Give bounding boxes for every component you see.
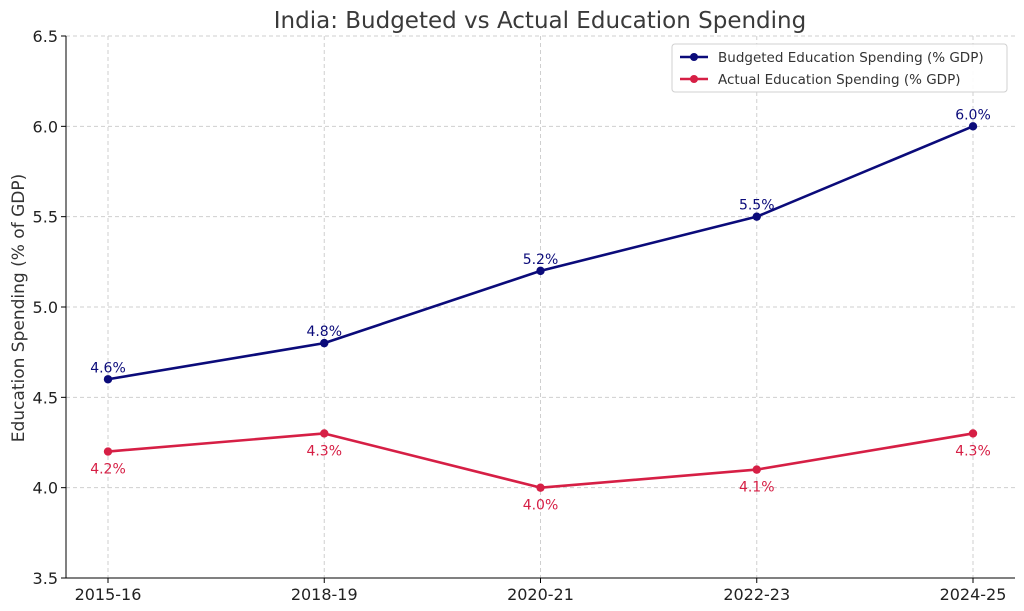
data-point xyxy=(536,483,545,492)
x-tick-label: 2015-16 xyxy=(75,585,142,604)
data-label: 4.6% xyxy=(90,360,126,376)
y-tick-label: 5.0 xyxy=(33,298,58,317)
axes: 3.5 4.0 4.5 5.0 5.5 6.0 6.5 2015-16 2018-19 2020-… xyxy=(33,27,1015,604)
data-label: 4.0% xyxy=(523,498,559,514)
data-label: 4.3% xyxy=(306,443,342,459)
data-label: 4.2% xyxy=(90,462,126,478)
x-tick-label: 2022-23 xyxy=(723,585,790,604)
data-point xyxy=(752,465,761,474)
data-label: 4.8% xyxy=(306,324,342,340)
legend-label: Budgeted Education Spending (% GDP) xyxy=(718,50,984,66)
y-tick-label: 6.0 xyxy=(33,117,58,136)
legend-label: Actual Education Spending (% GDP) xyxy=(718,72,960,88)
x-tick-label: 2020-21 xyxy=(507,585,574,604)
series-budgeted: 4.6% 4.8% 5.2% 5.5% 6.0% xyxy=(90,107,991,384)
data-point xyxy=(320,338,329,348)
y-tick-label: 4.0 xyxy=(33,479,58,498)
legend-item: Budgeted Education Spending (% GDP) xyxy=(680,50,984,66)
data-label: 4.1% xyxy=(739,480,775,496)
y-axis-label: Education Spending (% of GDP) xyxy=(9,174,29,442)
chart-title: India: Budgeted vs Actual Education Spen… xyxy=(274,8,806,34)
legend-swatch-marker xyxy=(690,53,698,61)
data-point xyxy=(536,266,545,276)
y-tick-label: 5.5 xyxy=(33,208,58,227)
x-tick-label: 2024-25 xyxy=(940,585,1007,604)
data-label: 4.3% xyxy=(955,443,991,459)
series-group: 4.6% 4.8% 5.2% 5.5% 6.0% 4.2% 4.3% 4.0% 4.1% 4.3% xyxy=(90,107,991,513)
data-label: 5.5% xyxy=(739,198,775,214)
legend: Budgeted Education Spending (% GDP) Actua… xyxy=(671,43,1008,93)
legend-box xyxy=(671,43,1008,93)
data-label: 6.0% xyxy=(955,107,991,123)
data-point xyxy=(103,447,113,456)
series-actual: 4.2% 4.3% 4.0% 4.1% 4.3% xyxy=(90,429,991,514)
y-tick-label: 6.5 xyxy=(33,27,58,46)
data-point xyxy=(968,122,978,131)
data-point xyxy=(320,429,329,438)
y-tick-label: 4.5 xyxy=(33,388,58,407)
data-label: 5.2% xyxy=(523,252,559,268)
y-tick-label: 3.5 xyxy=(33,569,58,588)
data-point xyxy=(103,375,113,384)
legend-swatch-marker xyxy=(690,75,698,83)
data-point xyxy=(968,429,978,438)
x-tick-label: 2018-19 xyxy=(291,585,358,604)
data-point xyxy=(752,212,761,221)
legend-item: Actual Education Spending (% GDP) xyxy=(680,72,960,88)
